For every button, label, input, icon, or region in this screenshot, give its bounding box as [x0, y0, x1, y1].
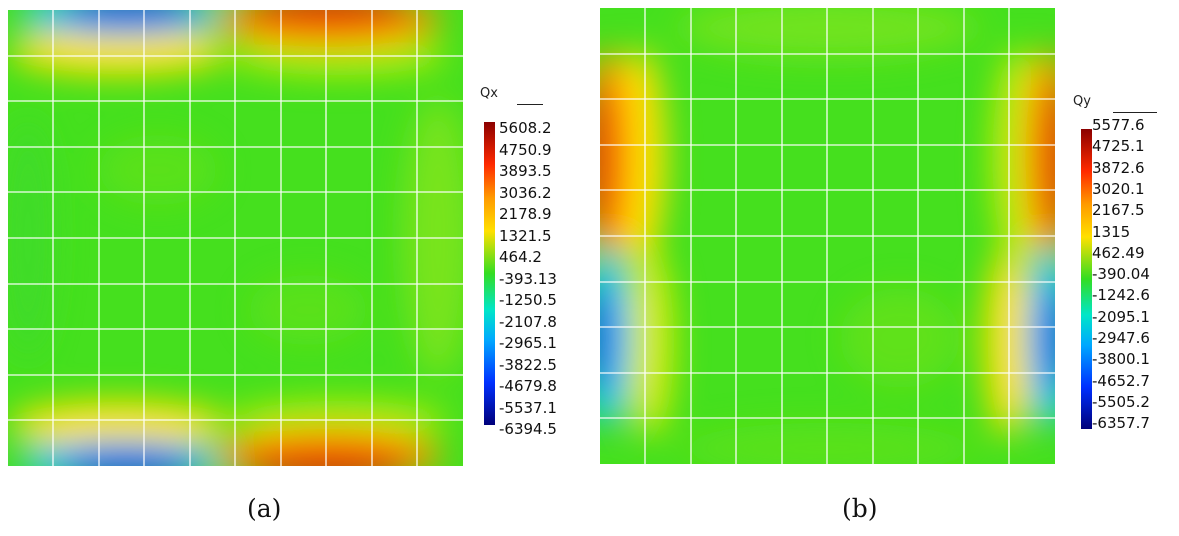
tick-label: -4652.7	[1092, 371, 1150, 390]
tick-label: -6394.5	[499, 420, 557, 438]
tick-label: -1242.6	[1092, 286, 1150, 305]
mesh-grid	[8, 10, 463, 466]
tick-label: 4725.1	[1092, 137, 1145, 156]
tick-label: 464.2	[499, 248, 542, 266]
tick-label: 1321.5	[499, 226, 552, 245]
tick-label: -2107.8	[499, 312, 557, 331]
tick-label: -2095.1	[1092, 307, 1150, 326]
tick-label: -393.13	[499, 269, 557, 288]
tick-label: -390.04	[1092, 265, 1150, 284]
tick-label: -2965.1	[499, 334, 557, 352]
tick-label: 3020.1	[1092, 179, 1145, 198]
tick-label: 4750.9	[499, 140, 552, 159]
tick-label: -2947.6	[1092, 329, 1150, 347]
tick-label: 5577.6	[1092, 116, 1145, 134]
contour-plot-qx	[8, 10, 463, 466]
tick-label: 1315	[1092, 222, 1131, 241]
tick-label: 3036.2	[499, 183, 552, 202]
legend-title-rule	[517, 104, 543, 105]
tick-label: -5537.1	[499, 398, 557, 417]
tick-label: 2178.9	[499, 205, 552, 223]
tick-label: 2167.5	[1092, 201, 1145, 220]
colorbar	[484, 122, 495, 425]
tick-label: 5608.2	[499, 119, 552, 137]
legend-qy: Qy 5577.6 4725.1 3872.6 3020.1 2167.5 13…	[1073, 94, 1173, 444]
tick-label: -3800.1	[1092, 350, 1150, 369]
tick-label: -3822.5	[499, 355, 557, 374]
contour-plot-qy	[600, 8, 1055, 464]
colorbar	[1081, 129, 1092, 429]
caption-b: (b)	[842, 494, 878, 523]
mesh-grid	[600, 8, 1055, 464]
tick-label: 3872.6	[1092, 158, 1145, 177]
legend-title-rule	[1113, 112, 1157, 113]
legend-title: Qx	[480, 86, 498, 101]
tick-label: -5505.2	[1092, 392, 1150, 411]
tick-label: -4679.8	[499, 377, 557, 395]
tick-label: -6357.7	[1092, 414, 1150, 433]
legend-qx: Qx 5608.2 4750.9 3893.5 3036.2 2178.9 13…	[480, 86, 580, 438]
tick-label: 462.49	[1092, 243, 1145, 262]
tick-label: -1250.5	[499, 291, 557, 309]
caption-a: (a)	[247, 494, 282, 523]
tick-label: 3893.5	[499, 162, 552, 180]
legend-title: Qy	[1073, 94, 1091, 109]
